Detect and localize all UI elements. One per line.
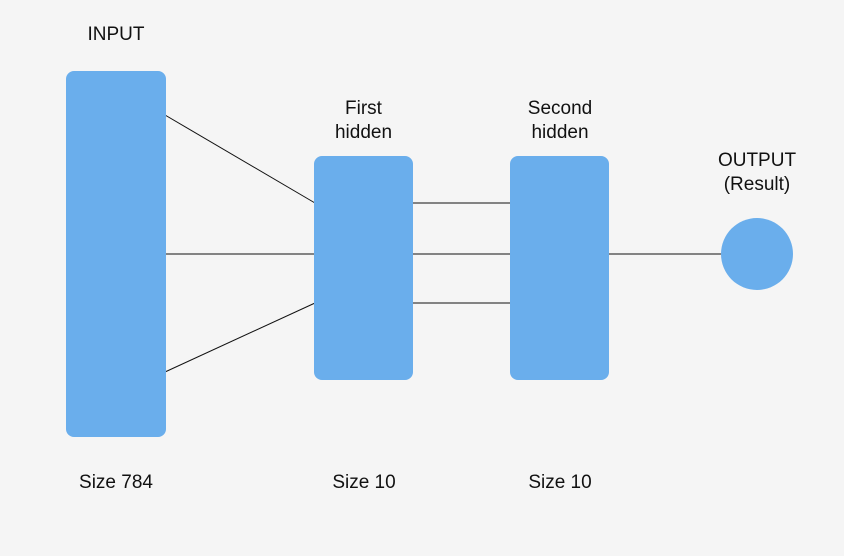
hidden1-layer-size: Size 10 xyxy=(332,472,396,493)
connectors xyxy=(164,114,722,373)
hidden1-title-line1: First xyxy=(345,98,382,119)
output-node xyxy=(721,218,793,290)
hidden2-layer-size: Size 10 xyxy=(528,472,592,493)
hidden1-layer-block xyxy=(314,156,413,380)
output-title-line1: OUTPUT xyxy=(717,150,797,171)
hidden2-title-line1: Second xyxy=(527,98,593,119)
hidden1-title-line2: hidden xyxy=(334,122,393,143)
hidden2-title-line2: hidden xyxy=(531,122,589,143)
input-layer-block xyxy=(66,71,166,437)
output-title-line2: (Result) xyxy=(723,174,791,195)
connector-input-to-hidden1-bottom xyxy=(164,302,316,373)
hidden2-layer-block xyxy=(510,156,609,380)
input-layer-size: Size 784 xyxy=(79,472,153,493)
input-layer-title: INPUT xyxy=(87,24,145,45)
connector-input-to-hidden1-top xyxy=(164,114,316,204)
